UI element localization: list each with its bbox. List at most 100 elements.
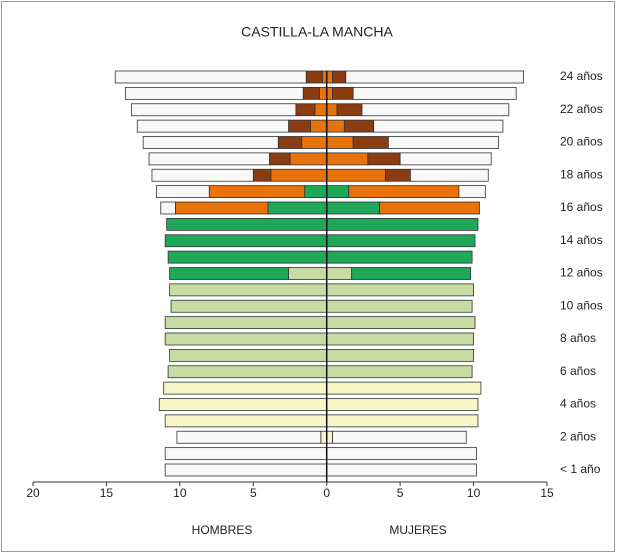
- bar-segment: [326, 463, 477, 477]
- bar-segment: [125, 86, 304, 100]
- bar-segment: [167, 365, 328, 379]
- bar-segment: [385, 168, 411, 182]
- bar-segment: [304, 185, 328, 199]
- age-label: 10 años: [560, 298, 603, 312]
- age-label: 18 años: [560, 167, 603, 181]
- bar-segment: [326, 381, 482, 395]
- bar-segment: [208, 185, 306, 199]
- bar-segment: [336, 103, 363, 117]
- x-tick-label: 0: [323, 486, 330, 500]
- bar-segment: [164, 463, 328, 477]
- bar-segment: [351, 267, 472, 280]
- age-label: 2 años: [560, 429, 596, 443]
- chart-title: CASTILLA-LA MANCHA: [241, 24, 393, 40]
- bar-segment: [379, 201, 480, 215]
- bar-segment: [158, 398, 328, 411]
- bar-segment: [269, 152, 291, 166]
- bar-segment: [252, 168, 272, 182]
- bar-segment: [114, 70, 307, 84]
- bar-segment: [163, 381, 328, 395]
- bar-segment: [164, 447, 328, 461]
- bar-segment: [326, 365, 473, 379]
- age-label: 22 años: [560, 102, 603, 116]
- bar-segment: [326, 299, 473, 313]
- bar-segment: [148, 152, 270, 166]
- bar-segment: [326, 316, 476, 330]
- bar-segment: [166, 217, 328, 231]
- bar-segment: [326, 185, 350, 199]
- bar-segment: [326, 136, 354, 149]
- bar-segment: [169, 348, 328, 362]
- left-label: HOMBRES: [192, 523, 253, 537]
- bar-segment: [295, 103, 316, 117]
- bar-segment: [326, 152, 369, 166]
- bar-segment: [164, 234, 328, 248]
- x-tick-label: 15: [100, 486, 114, 500]
- bar-segment: [352, 136, 389, 149]
- bar-segment: [151, 168, 254, 182]
- bar-segment: [175, 201, 269, 215]
- bar-segment: [270, 168, 328, 182]
- age-label: 8 años: [560, 331, 596, 345]
- bar-segment: [155, 185, 210, 199]
- bar-segment: [288, 119, 311, 133]
- bar-segment: [176, 430, 322, 444]
- bar-segment: [326, 414, 479, 428]
- x-tick-label: 10: [173, 486, 187, 500]
- bar-segment: [310, 119, 328, 133]
- bar-segment: [326, 332, 474, 346]
- bar-segment: [326, 267, 353, 280]
- age-label: 24 años: [560, 69, 603, 83]
- bar-segment: [136, 119, 289, 133]
- bar-segment: [160, 201, 176, 215]
- bar-segment: [167, 250, 328, 264]
- bar-segment: [326, 250, 473, 264]
- bar-segment: [326, 103, 338, 117]
- age-label: 16 años: [560, 200, 603, 214]
- x-tick-label: 5: [397, 486, 404, 500]
- bar-segment: [361, 103, 510, 117]
- bar-segment: [277, 136, 303, 149]
- bar-segment: [164, 414, 328, 428]
- bar-segment: [373, 119, 504, 133]
- bar-segment: [326, 430, 333, 444]
- bar-segment: [314, 103, 328, 117]
- bar-segment: [332, 430, 467, 444]
- bar-segment: [302, 86, 320, 100]
- bar-segment: [289, 152, 328, 166]
- bar-segment: [169, 267, 289, 280]
- bar-segment: [326, 348, 474, 362]
- x-tick-label: 20: [26, 486, 40, 500]
- bar-segment: [387, 136, 499, 149]
- bar-segment: [348, 185, 460, 199]
- bar-segment: [326, 234, 476, 248]
- bar-segment: [288, 267, 328, 280]
- bar-segment: [352, 86, 517, 100]
- right-label: MUJERES: [389, 523, 446, 537]
- bar-segment: [345, 70, 524, 84]
- bar-segment: [318, 86, 328, 100]
- bar-segment: [164, 316, 328, 330]
- bar-segment: [320, 430, 328, 444]
- bar-segment: [326, 119, 345, 133]
- bar-segment: [142, 136, 279, 149]
- bar-segment: [326, 217, 479, 231]
- bar-segment: [367, 152, 401, 166]
- bar-segment: [332, 70, 347, 84]
- bar-segment: [410, 168, 489, 182]
- age-label: < 1 año: [560, 462, 601, 476]
- x-tick-label: 15: [540, 486, 554, 500]
- bar-segment: [326, 86, 333, 100]
- age-label: 14 años: [560, 233, 603, 247]
- x-tick-label: 5: [250, 486, 257, 500]
- bar-segment: [326, 398, 479, 411]
- age-label: 12 años: [560, 266, 603, 280]
- age-label: 6 años: [560, 364, 596, 378]
- bar-segment: [326, 201, 380, 215]
- bar-segment: [267, 201, 328, 215]
- bar-segment: [164, 332, 328, 346]
- bar-segment: [326, 447, 477, 461]
- bar-segment: [326, 70, 333, 84]
- bar-segment: [399, 152, 492, 166]
